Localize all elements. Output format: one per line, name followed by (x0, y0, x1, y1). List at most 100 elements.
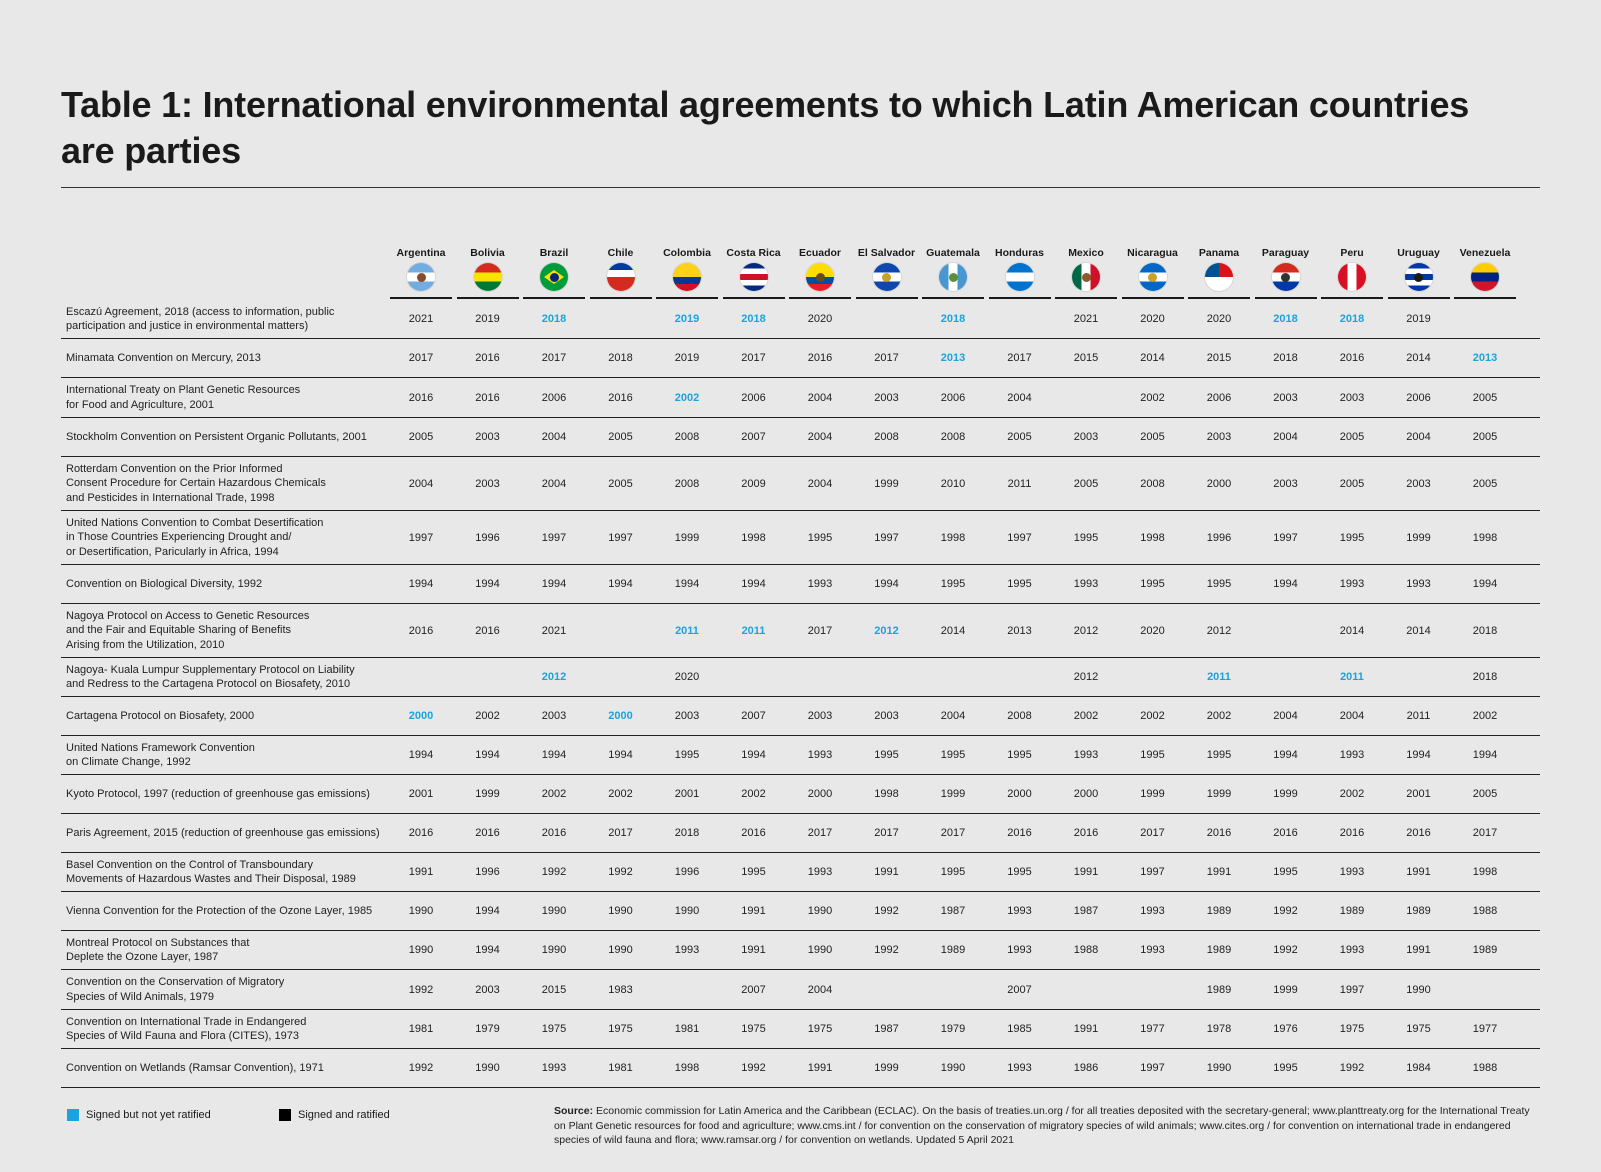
country-column-header: Uruguay (1387, 225, 1450, 299)
year-cell: 1989 (1206, 983, 1232, 996)
year-cell: 1992 (1273, 944, 1298, 956)
agreement-name-line: on Climate Change, 1992 (66, 756, 191, 768)
year-cell: 2017 (940, 827, 966, 839)
table-row: Escazú Agreement, 2018 (access to inform… (61, 300, 1540, 339)
year-cell: 1997 (1140, 866, 1165, 878)
agreement-name: Basel Convention on the Control of Trans… (66, 853, 401, 891)
column-underline (722, 297, 785, 299)
year-cell: 2017 (408, 352, 434, 364)
year-cell: 2000 (1206, 477, 1232, 490)
year-cell: 2002 (608, 788, 633, 800)
year-cell: 2003 (475, 983, 500, 996)
flag-emblem (1081, 272, 1091, 282)
year-cell: 1992 (608, 866, 633, 878)
year-cell: 1993 (1339, 866, 1365, 878)
year-cell: 1991 (807, 1062, 833, 1074)
year-cell: 2006 (940, 391, 966, 404)
year-cell: 1989 (1206, 944, 1232, 956)
agreement-name: Convention on the Conservation of Migrat… (66, 970, 401, 1009)
year-cell: 1988 (1472, 905, 1498, 917)
legend-label: Signed but not yet ratified (86, 1109, 211, 1121)
year-cell (1055, 378, 1117, 417)
year-cell: 1993 (807, 749, 833, 761)
year-cell: 2016 (1406, 827, 1431, 839)
year-cell: 1990 (408, 944, 434, 956)
agreement-name: Paris Agreement, 2015 (reduction of gree… (66, 814, 401, 852)
year-cell: 2002 (1140, 710, 1165, 722)
table-row: United Nations Framework Convention on Cl… (61, 736, 1540, 775)
year-cell: 1987 (940, 905, 966, 917)
country-name: Brazil (539, 247, 569, 259)
year-cell: 1998 (1472, 866, 1498, 878)
year-cell: 2008 (674, 477, 700, 490)
table-row: Convention on International Trade in End… (61, 1010, 1540, 1049)
source-text: Economic commission for Latin America an… (554, 1105, 1530, 1146)
country-column-header: Colombia (656, 225, 718, 299)
year-cell: 1991 (741, 944, 766, 956)
year-cell: 2016 (475, 352, 500, 364)
year-cell: 1994 (608, 749, 633, 761)
year-cell: 1997 (541, 531, 567, 544)
year-cell: 2003 (1206, 431, 1232, 443)
flag-brazil-icon (540, 263, 568, 291)
year-cell: 2011 (1007, 477, 1032, 490)
year-cell (723, 658, 785, 696)
year-cell: 1990 (541, 905, 567, 917)
year-cell: 1999 (674, 531, 700, 544)
column-underline (1121, 297, 1184, 299)
year-cell: 2003 (1339, 391, 1365, 404)
year-cell: 2001 (408, 788, 434, 800)
year-cell: 1993 (1007, 905, 1032, 917)
year-cell (989, 300, 1051, 338)
year-cell: 2013 (1472, 352, 1498, 364)
year-cell: 2005 (1339, 431, 1365, 443)
year-cell: 1993 (1140, 944, 1165, 956)
table-row: Convention on the Conservation of Migrat… (61, 970, 1540, 1010)
year-cell: 1978 (1206, 1023, 1232, 1035)
flag-colombia-icon (673, 263, 701, 291)
agreement-name: United Nations Framework Convention on Cl… (66, 736, 401, 774)
country-name: El Salvador (857, 247, 916, 259)
year-cell: 1993 (1339, 944, 1365, 956)
agreement-name-line: Paris Agreement, 2015 (reduction of gree… (66, 826, 380, 839)
country-column-header: Costa Rica (722, 225, 785, 299)
year-cell: 2018 (674, 827, 700, 839)
year-cell: 1992 (408, 983, 434, 996)
year-cell (856, 658, 918, 696)
country-column-header: Argentina (390, 225, 452, 299)
country-column-header: Bolivia (456, 225, 519, 299)
year-cell (1454, 970, 1516, 1009)
table-row: Minamata Convention on Mercury, 2013 2017… (61, 339, 1540, 378)
flag-costa-rica-icon (739, 263, 768, 291)
agreement-name: Stockholm Convention on Persistent Organ… (66, 418, 401, 456)
year-cell: 1984 (1406, 1062, 1431, 1074)
year-cell: 1994 (874, 578, 899, 590)
year-cell: 1999 (940, 788, 966, 800)
year-cell: 1990 (608, 905, 633, 917)
year-cell: 2002 (541, 788, 567, 800)
agreement-name-line: Consent Procedure for Certain Hazardous … (66, 477, 326, 490)
year-cell: 2011 (675, 624, 699, 637)
year-cell: 2016 (408, 827, 434, 839)
year-cell: 2010 (940, 477, 966, 490)
year-cell: 1998 (1472, 531, 1498, 544)
country-column-header: Mexico (1055, 225, 1117, 299)
table-row: Nagoya- Kuala Lumpur Supplementary Proto… (61, 658, 1540, 697)
flag-emblem (882, 272, 891, 282)
year-cell: 2002 (674, 391, 700, 404)
country-column-header: Ecuador (789, 225, 851, 299)
year-cell: 2005 (608, 477, 633, 490)
year-cell: 2017 (1140, 827, 1165, 839)
year-cell: 2014 (1140, 352, 1165, 364)
year-cell: 1990 (1406, 983, 1431, 996)
year-cell: 2016 (1073, 827, 1099, 839)
agreement-name: Vienna Convention for the Protection of … (66, 892, 401, 930)
flag-panama-icon (1205, 263, 1233, 291)
year-cell: 1983 (608, 983, 633, 996)
year-cell: 1995 (807, 531, 833, 544)
year-cell: 2006 (1206, 391, 1232, 404)
year-cell: 1990 (674, 905, 700, 917)
year-cell (1122, 658, 1184, 696)
year-cell: 2004 (1406, 431, 1431, 443)
year-cell: 1992 (741, 1062, 766, 1074)
